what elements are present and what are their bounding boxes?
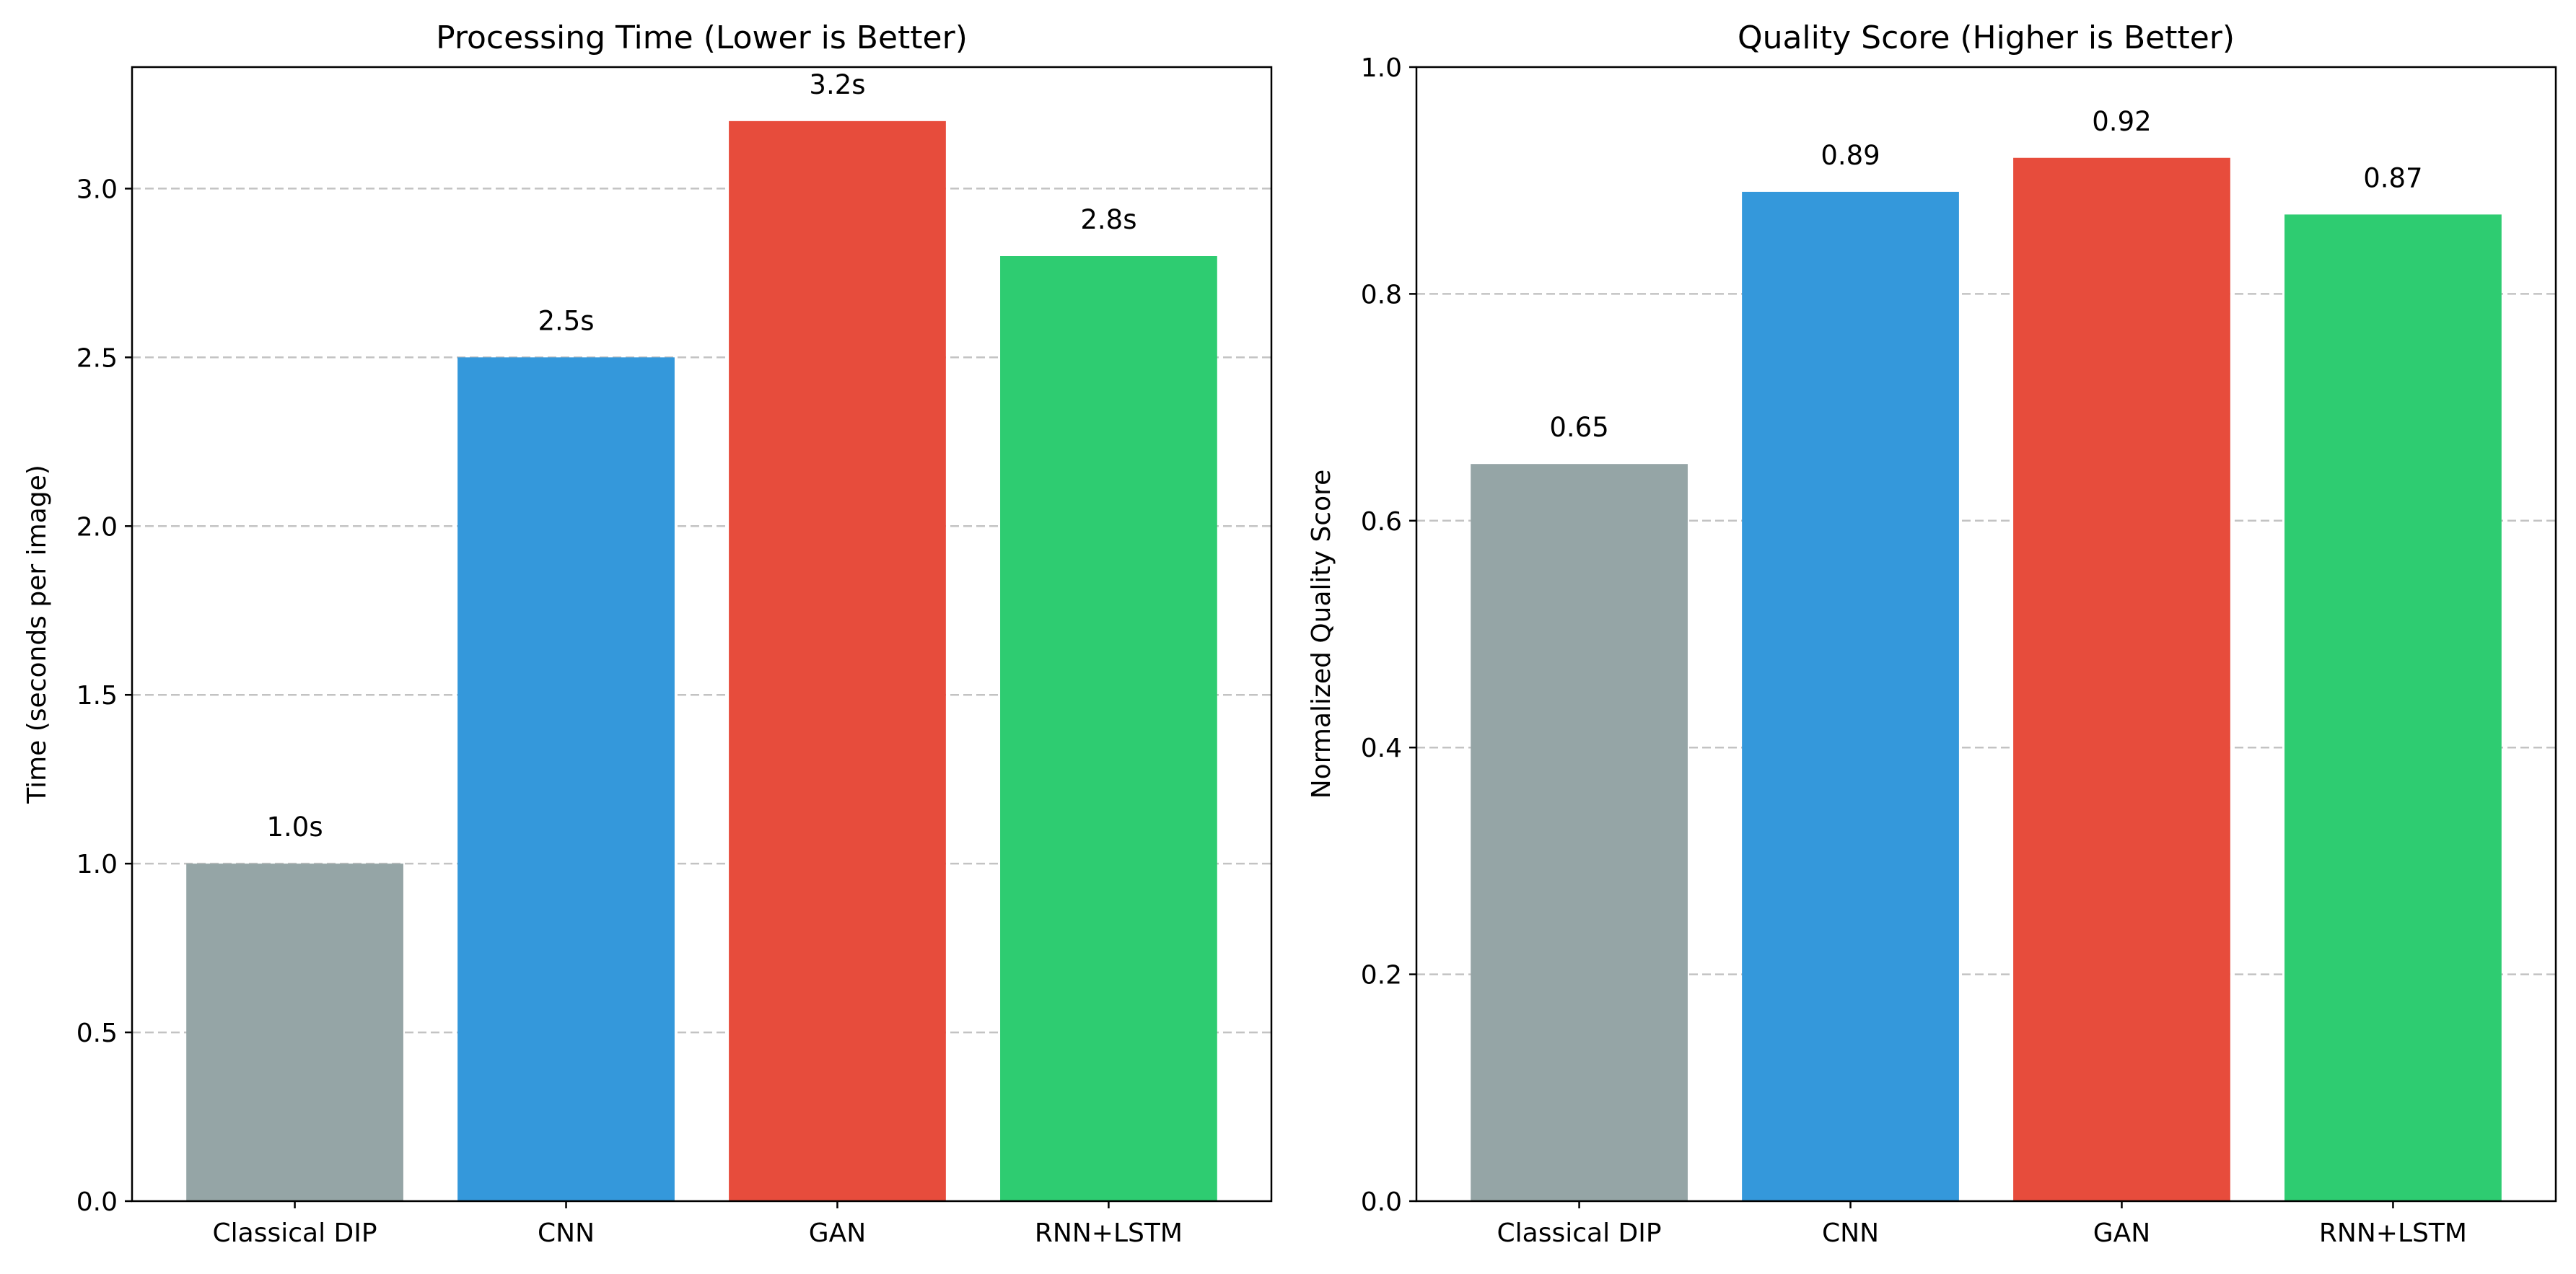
data-label: 0.87 (2363, 162, 2422, 193)
bar-classical-dip (186, 864, 403, 1201)
bar-gan (2013, 157, 2230, 1201)
plot-frame (131, 66, 1273, 1203)
y-tick-label: 0.4 (1361, 734, 1402, 763)
y-tick-label: 0.2 (1361, 961, 1402, 990)
y-tick-label: 0.0 (1361, 1187, 1402, 1217)
y-tick-label: 2.0 (76, 512, 118, 542)
x-tick-label: RNN+LSTM (1035, 1218, 1183, 1248)
data-label: 0.65 (1549, 412, 1608, 443)
x-tick-label: GAN (809, 1218, 866, 1248)
data-label: 3.2s (809, 69, 865, 100)
data-label: 1.0s (267, 812, 323, 843)
chart-title: Processing Time (Lower is Better) (436, 19, 968, 56)
x-tick-label: Classical DIP (213, 1218, 377, 1248)
y-tick-label: 1.0 (76, 850, 118, 879)
y-tick-label: 0.5 (76, 1019, 118, 1048)
bar-gan (729, 120, 946, 1201)
y-tick-label: 0.8 (1361, 280, 1402, 309)
bar-cnn (457, 357, 675, 1201)
y-tick-label: 3.0 (76, 175, 118, 204)
y-axis-label: Time (seconds per image) (22, 465, 52, 804)
y-tick-label: 1.0 (1361, 53, 1402, 83)
y-tick-label: 0.6 (1361, 507, 1402, 537)
plot-frame (1415, 66, 2557, 1203)
x-tick-label: GAN (2093, 1218, 2150, 1248)
y-axis-label: Normalized Quality Score (1307, 470, 1336, 799)
data-label: 0.89 (1821, 140, 1880, 171)
data-label: 2.5s (538, 305, 594, 336)
data-label: 0.92 (2092, 106, 2151, 137)
y-tick-label: 2.5 (76, 343, 118, 373)
quality-score-chart: 0.65 0.89 0.92 0.87 0.0 0.2 0.4 0.6 0.8 1.0 Classi… (1307, 19, 2557, 1248)
y-tick-label: 1.5 (76, 681, 118, 711)
bar-rnn-lstm (2284, 214, 2502, 1201)
x-tick-label: RNN+LSTM (2319, 1218, 2467, 1248)
bar-cnn (1742, 191, 1959, 1201)
bar-rnn-lstm (1000, 256, 1217, 1201)
chart-title: Quality Score (Higher is Better) (1738, 19, 2235, 56)
data-label: 2.8s (1080, 204, 1136, 235)
x-tick-label: CNN (1822, 1218, 1879, 1248)
y-tick-label: 0.0 (76, 1187, 118, 1217)
x-tick-label: CNN (538, 1218, 595, 1248)
processing-time-chart: 1.0s 2.5s 3.2s 2.8s 0.0 0.5 1.0 1.5 2.0 2.5 3.0 Cla… (22, 19, 1273, 1248)
x-tick-label: Classical DIP (1497, 1218, 1662, 1248)
bar-classical-dip (1471, 464, 1688, 1201)
